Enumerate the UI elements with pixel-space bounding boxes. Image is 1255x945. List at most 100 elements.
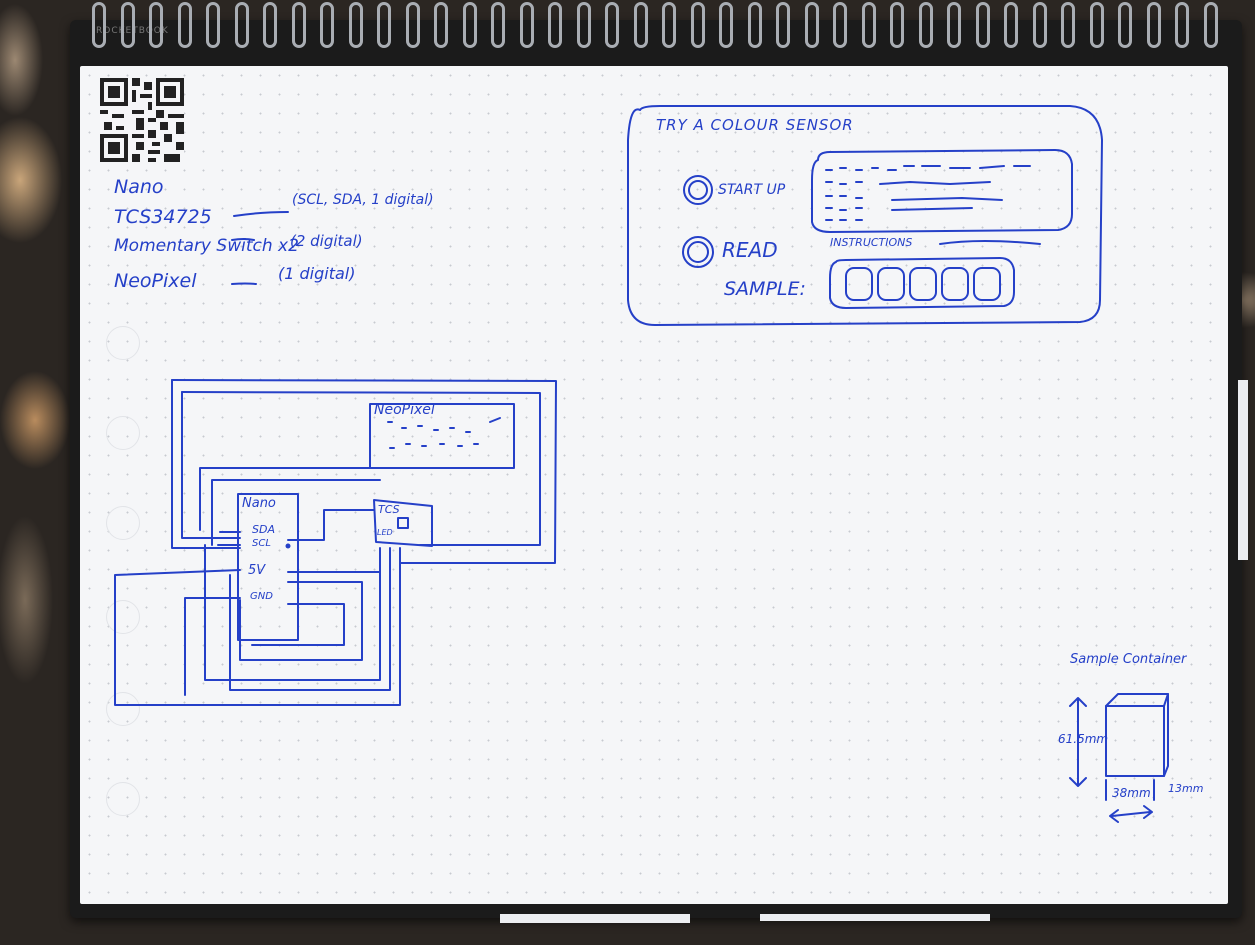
page-symbol-icon xyxy=(106,416,140,450)
binding-ring xyxy=(890,2,904,48)
container-top xyxy=(1105,693,1169,707)
container-front xyxy=(1105,705,1165,777)
tcs-led xyxy=(397,517,409,529)
wire xyxy=(199,467,371,531)
binding-ring xyxy=(577,2,591,48)
parts-list-note: (1 digital) xyxy=(278,264,356,283)
wire xyxy=(239,581,363,661)
ui-screen xyxy=(811,149,1073,233)
pin-label: 5V xyxy=(248,563,266,578)
nano-label: Nano xyxy=(242,496,276,511)
start-up-button-inner xyxy=(688,180,708,200)
instructions-scribble xyxy=(939,240,1041,245)
led-label: LED xyxy=(377,528,393,537)
qr-code-icon xyxy=(100,78,184,162)
parts-list-item: TCS34725 xyxy=(114,206,212,228)
binding-ring xyxy=(1090,2,1104,48)
binding-ring xyxy=(976,2,990,48)
binding-ring xyxy=(605,2,619,48)
container-title: Sample Container xyxy=(1070,652,1187,667)
sample-swatch xyxy=(973,267,1001,301)
binding-ring xyxy=(263,2,277,48)
parts-list-note: (SCL, SDA, 1 digital) xyxy=(292,192,434,208)
paper-tab xyxy=(760,914,990,921)
paper-tab xyxy=(500,914,690,923)
wire xyxy=(114,547,401,706)
notebook-page xyxy=(80,66,1228,904)
pin-label: SDA xyxy=(252,523,275,536)
page-symbol-icon xyxy=(106,326,140,360)
wire xyxy=(171,379,557,564)
binding-ring xyxy=(1004,2,1018,48)
container-side xyxy=(1163,693,1169,777)
binding-ring xyxy=(1204,2,1218,48)
wire xyxy=(181,391,241,539)
sample-swatch-frame xyxy=(829,257,1015,309)
paper-tab xyxy=(1238,380,1248,560)
binding-ring xyxy=(1033,2,1047,48)
page-symbol-icon xyxy=(106,692,140,726)
screen-scribble xyxy=(825,165,1031,171)
sample-swatch xyxy=(845,267,873,301)
binding-ring xyxy=(463,2,477,48)
binding-ring xyxy=(121,2,135,48)
wire xyxy=(287,509,375,541)
nano-board xyxy=(237,493,299,641)
wire xyxy=(204,544,381,681)
parts-list-item: Nano xyxy=(114,176,164,198)
binding-ring xyxy=(292,2,306,48)
start-up-label: START UP xyxy=(718,182,786,198)
width-arrow xyxy=(1105,779,1155,823)
binding-ring xyxy=(634,2,648,48)
binding-ring xyxy=(548,2,562,48)
tcs-label: TCS xyxy=(378,503,400,516)
binding-ring xyxy=(1175,2,1189,48)
binding-ring xyxy=(406,2,420,48)
binding-ring xyxy=(748,2,762,48)
screen-scribble xyxy=(825,181,991,185)
wire xyxy=(184,597,241,696)
ui-mockup-title: TRY A COLOUR SENSOR xyxy=(656,116,854,134)
binding-ring xyxy=(1147,2,1161,48)
connector-line xyxy=(231,238,255,241)
connector-line xyxy=(233,211,289,217)
tcs-board xyxy=(373,499,433,547)
binding-ring xyxy=(805,2,819,48)
neopixel-dots xyxy=(387,417,501,433)
binding-ring xyxy=(235,2,249,48)
wire xyxy=(251,603,345,646)
wire xyxy=(181,391,541,546)
sample-label: SAMPLE: xyxy=(724,278,806,300)
neopixel-dots xyxy=(389,443,479,449)
read-label: READ xyxy=(722,238,778,262)
neopixel-label: NeoPixel xyxy=(374,402,435,418)
binding-ring xyxy=(377,2,391,48)
binding-ring xyxy=(691,2,705,48)
parts-list-item: Momentary Switch x2 xyxy=(114,236,299,256)
binding-ring xyxy=(919,2,933,48)
instructions-label: INSTRUCTIONS xyxy=(830,236,913,249)
cover-brand: ROCKETBOOK xyxy=(96,26,169,36)
page-symbol-icon xyxy=(106,782,140,816)
wire xyxy=(211,479,381,546)
parts-list-note: (2 digital) xyxy=(290,232,363,250)
neopixel-box xyxy=(369,403,515,469)
binding-ring xyxy=(833,2,847,48)
page-symbol-icon xyxy=(106,600,140,634)
binding-ring xyxy=(349,2,363,48)
binding-ring xyxy=(1118,2,1132,48)
pin-label: GND xyxy=(250,591,273,602)
binding-ring xyxy=(434,2,448,48)
binding-ring xyxy=(662,2,676,48)
depth-dimension: 13mm xyxy=(1168,782,1204,795)
sample-swatch xyxy=(941,267,969,301)
binding-ring xyxy=(491,2,505,48)
binding-ring xyxy=(1061,2,1075,48)
read-button-outer xyxy=(682,236,714,268)
wire xyxy=(287,547,381,573)
binding-ring xyxy=(862,2,876,48)
width-dimension: 38mm xyxy=(1112,786,1151,800)
sample-swatch xyxy=(909,267,937,301)
height-dimension: 61.5mm xyxy=(1058,732,1109,746)
